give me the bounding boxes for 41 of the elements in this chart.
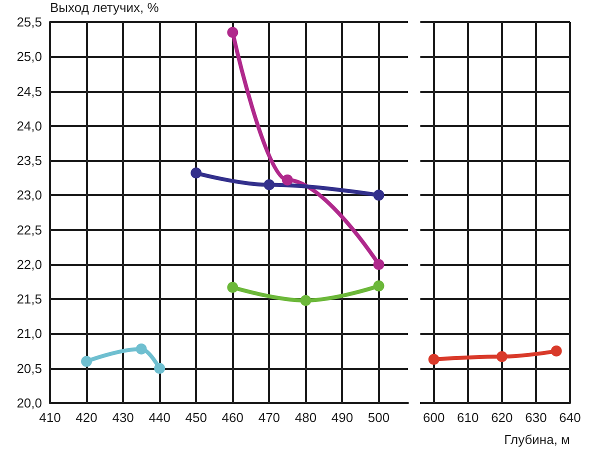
y-tick-label: 22,5 bbox=[16, 222, 42, 238]
x-tick-label: 640 bbox=[559, 410, 581, 425]
point bbox=[227, 282, 238, 293]
y-tick-label: 21,0 bbox=[16, 326, 42, 342]
y-tick-label: 25,5 bbox=[16, 14, 42, 30]
y-tick-label: 23,5 bbox=[16, 153, 42, 168]
point bbox=[190, 168, 202, 179]
point bbox=[373, 190, 384, 201]
x-tick-label: 480 bbox=[294, 410, 317, 425]
point bbox=[136, 343, 147, 354]
x-tick-label: 470 bbox=[258, 410, 280, 425]
x-tick-label: 490 bbox=[331, 410, 354, 425]
y-tick-label: 25,0 bbox=[16, 49, 42, 64]
x-tick-label: 460 bbox=[222, 410, 244, 425]
y-tick-label: 22,0 bbox=[16, 256, 42, 272]
x-axis-title: Глубина, м bbox=[504, 432, 570, 447]
y-tick-label: 24,5 bbox=[16, 84, 42, 99]
x-tick-label: 620 bbox=[491, 410, 513, 425]
point bbox=[373, 258, 384, 270]
y-tick-label: 21,5 bbox=[16, 292, 42, 307]
point bbox=[300, 294, 312, 306]
point bbox=[373, 280, 384, 292]
point bbox=[81, 356, 92, 367]
y-tick-label: 20,0 bbox=[16, 396, 42, 410]
x-tick-label: 410 bbox=[39, 410, 61, 425]
x-tick-label: 610 bbox=[457, 410, 479, 425]
x-tick-label: 500 bbox=[368, 410, 390, 425]
x-tick-label: 600 bbox=[422, 410, 445, 425]
point bbox=[227, 26, 238, 38]
x-tick-label: 450 bbox=[185, 410, 207, 425]
y-tick-label: 20,5 bbox=[16, 360, 42, 376]
y-axis-title: Выход летучих, % bbox=[50, 0, 160, 15]
y-tick-label: 23,0 bbox=[16, 188, 42, 203]
x-tick-label: 430 bbox=[112, 410, 134, 425]
point bbox=[264, 179, 275, 190]
x-tick-label: 440 bbox=[148, 410, 170, 425]
x-tick-label: 420 bbox=[76, 410, 98, 425]
y-tick-label: 24,0 bbox=[16, 118, 42, 134]
point bbox=[154, 362, 166, 374]
point bbox=[282, 174, 293, 186]
x-tick-label: 630 bbox=[525, 410, 547, 425]
